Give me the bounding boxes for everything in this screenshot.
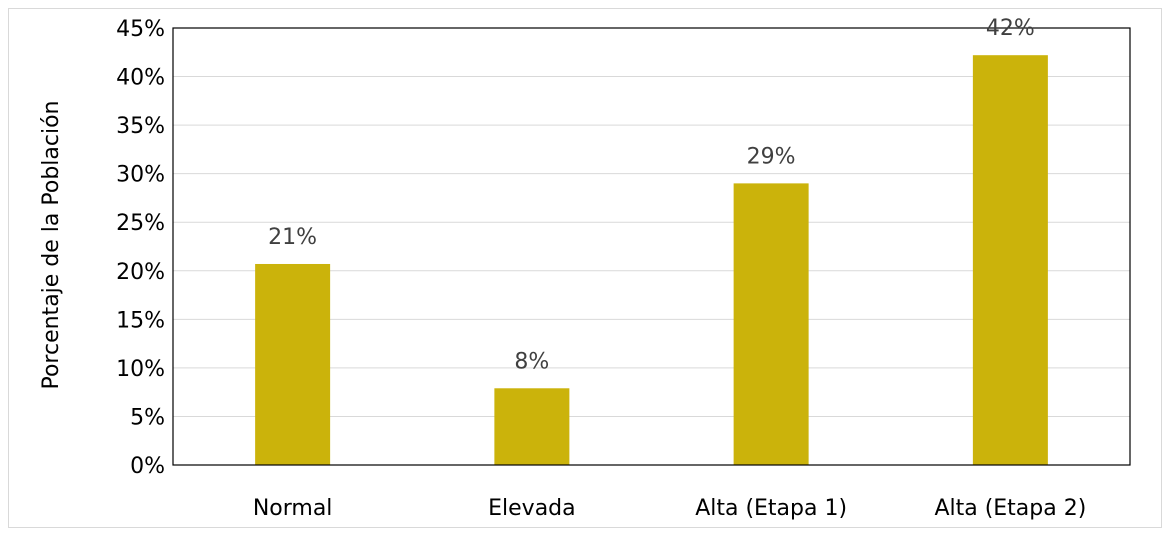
y-tick-label: 25% bbox=[116, 211, 165, 236]
x-category-label: Alta (Etapa 1) bbox=[695, 496, 847, 521]
y-tick-label: 40% bbox=[116, 66, 165, 91]
x-category-label: Normal bbox=[253, 496, 333, 521]
x-category-labels: Normal Elevada Alta (Etapa 1) Alta (Etapa 2… bbox=[253, 496, 1086, 521]
data-label: 8% bbox=[514, 349, 549, 374]
y-axis-title: Porcentaje de la Población bbox=[39, 100, 64, 389]
y-tick-labels: 0% 5% 10% 15% 20% 25% 30% 35% 40% 45% bbox=[116, 17, 165, 479]
x-category-label: Alta (Etapa 2) bbox=[934, 496, 1086, 521]
y-tick-label: 10% bbox=[116, 357, 165, 382]
x-category-label: Elevada bbox=[488, 496, 576, 521]
data-label: 21% bbox=[268, 225, 317, 250]
y-tick-label: 0% bbox=[130, 454, 165, 479]
data-label: 42% bbox=[986, 16, 1035, 41]
y-tick-label: 45% bbox=[116, 17, 165, 42]
bar bbox=[972, 55, 1048, 466]
y-tick-label: 35% bbox=[116, 114, 165, 139]
data-labels: 21% 8% 29% 42% bbox=[268, 16, 1035, 374]
data-label: 29% bbox=[747, 144, 796, 169]
chart-frame bbox=[8, 8, 1162, 528]
bar bbox=[733, 183, 809, 465]
gridlines bbox=[173, 76, 1130, 417]
plot-frame bbox=[172, 27, 1131, 466]
bar bbox=[255, 263, 331, 465]
y-tick-label: 20% bbox=[116, 260, 165, 285]
bars bbox=[255, 55, 1048, 466]
y-tick-label: 30% bbox=[116, 163, 165, 188]
bar bbox=[494, 388, 570, 465]
plot-border bbox=[172, 27, 1131, 466]
y-tick-label: 5% bbox=[130, 405, 165, 430]
y-tick-label: 15% bbox=[116, 308, 165, 333]
